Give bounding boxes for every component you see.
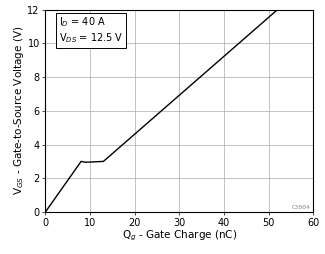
Text: C3004: C3004: [292, 205, 311, 210]
X-axis label: Q$_g$ - Gate Charge (nC): Q$_g$ - Gate Charge (nC): [122, 229, 237, 243]
Y-axis label: V$_{GS}$ - Gate-to-Source Voltage (V): V$_{GS}$ - Gate-to-Source Voltage (V): [12, 26, 26, 195]
Text: I$_D$ = 40 A
V$_{DS}$ = 12.5 V: I$_D$ = 40 A V$_{DS}$ = 12.5 V: [59, 16, 123, 45]
